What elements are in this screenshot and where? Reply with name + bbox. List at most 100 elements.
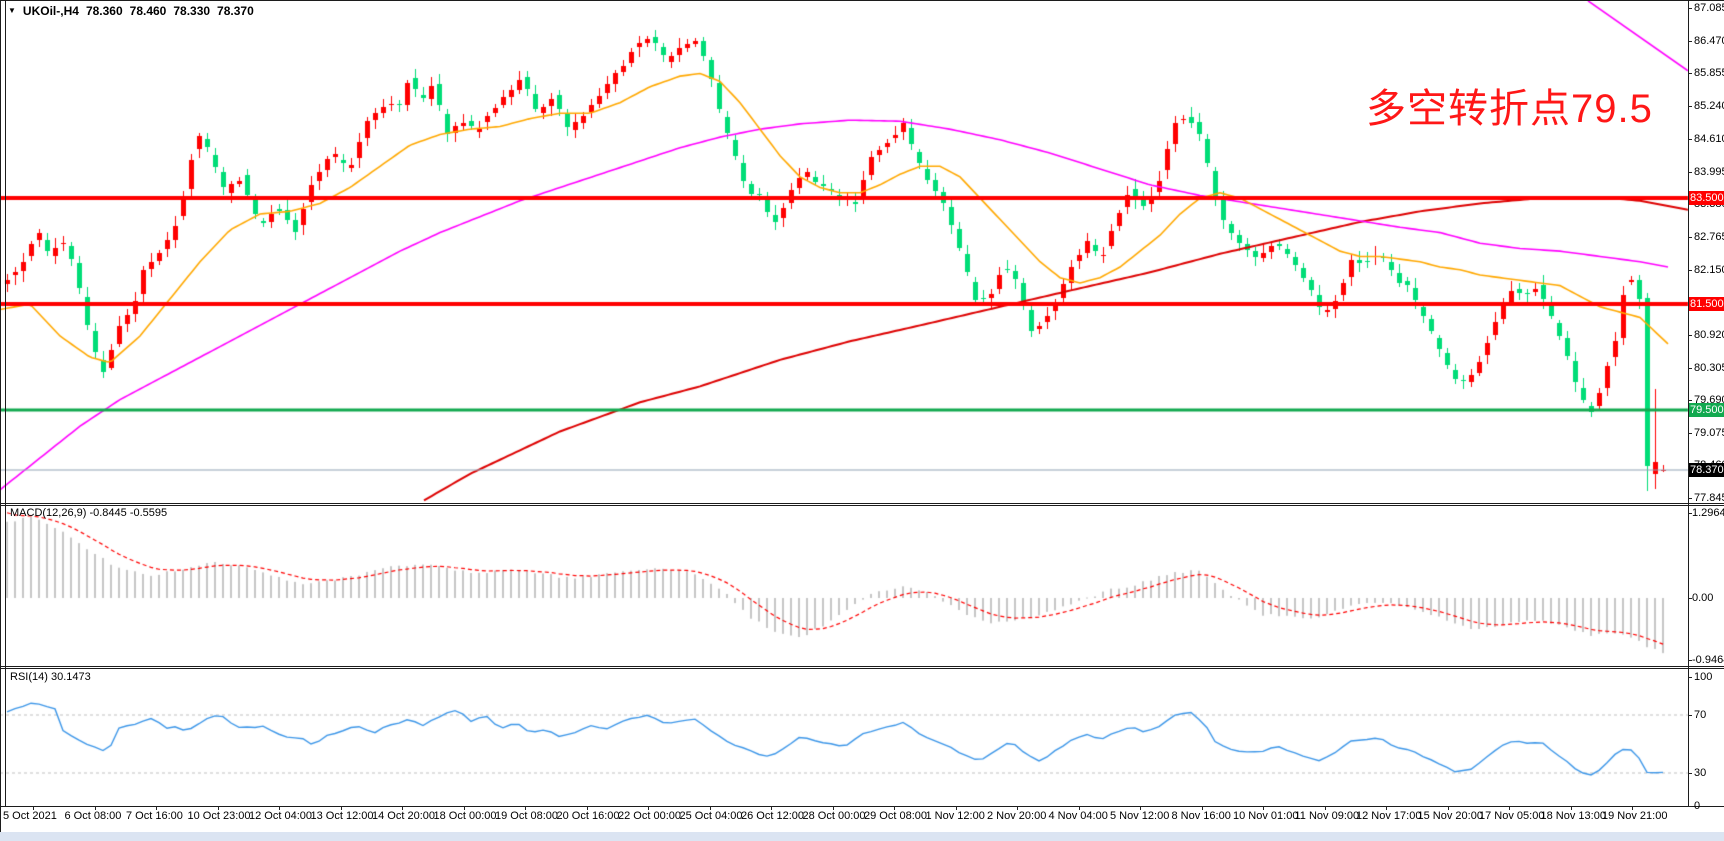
time-axis-label: 28 Oct 00:00 bbox=[802, 810, 866, 822]
axis-tick bbox=[586, 806, 588, 810]
axis-tick bbox=[1688, 400, 1692, 401]
axis-tick bbox=[156, 806, 157, 810]
axis-tick bbox=[1688, 513, 1692, 514]
time-axis-label: 22 Oct 00:00 bbox=[618, 810, 681, 822]
axis-tick bbox=[402, 806, 403, 810]
window-left-border bbox=[0, 0, 1, 832]
price-tick-label: 85.240 bbox=[1694, 100, 1724, 112]
time-axis-label: 1 Nov 12:00 bbox=[925, 810, 985, 822]
axis-tick bbox=[1688, 660, 1692, 661]
price-tick-label: 82.150 bbox=[1694, 264, 1724, 276]
axis-tick bbox=[217, 806, 219, 810]
ohlc-open-value: 78.360 bbox=[85, 4, 123, 18]
ohlc-high-value: 78.460 bbox=[129, 4, 167, 18]
time-axis-label: 19 Nov 21:00 bbox=[1602, 810, 1668, 822]
time-axis-label: 18 Oct 00:00 bbox=[433, 810, 497, 822]
axis-tick bbox=[1688, 106, 1692, 107]
time-axis-line bbox=[0, 806, 1724, 807]
time-axis-label: 10 Oct 23:00 bbox=[187, 810, 251, 822]
time-axis-label: 4 Nov 04:00 bbox=[1048, 810, 1108, 822]
axis-tick bbox=[340, 806, 342, 810]
time-axis-label: 13 Oct 12:00 bbox=[310, 810, 374, 822]
price-level-label-81.500: 81.500 bbox=[1689, 297, 1724, 311]
axis-tick bbox=[894, 806, 895, 810]
axis-tick bbox=[1688, 139, 1692, 140]
axis-tick bbox=[1017, 806, 1018, 810]
axis-tick bbox=[1509, 806, 1510, 810]
axis-tick bbox=[1632, 806, 1633, 810]
time-axis-label: 18 Nov 13:00 bbox=[1540, 810, 1606, 822]
axis-tick bbox=[33, 806, 34, 810]
time-axis-label: 6 Oct 08:00 bbox=[64, 810, 122, 822]
axis-tick bbox=[648, 806, 649, 810]
ohlc-close-value: 78.370 bbox=[217, 4, 254, 18]
time-axis-label: 5 Nov 12:00 bbox=[1110, 810, 1170, 822]
chevron-down-icon[interactable]: ▼ bbox=[8, 6, 16, 15]
time-axis-label: 11 Nov 09:00 bbox=[1294, 810, 1360, 822]
axis-tick bbox=[709, 806, 711, 810]
time-axis-label: 12 Nov 17:00 bbox=[1356, 810, 1422, 822]
bottom-window-strip bbox=[0, 832, 1724, 841]
axis-tick bbox=[771, 806, 772, 810]
time-axis-label: 15 Nov 20:00 bbox=[1417, 810, 1483, 822]
axis-tick bbox=[1688, 715, 1692, 716]
symbol-period-label: UKOil-,H4 bbox=[22, 4, 79, 18]
annotation-text: 多空转折点79.5 bbox=[1366, 87, 1653, 131]
axis-tick bbox=[1386, 806, 1387, 810]
price-level-label-79.500: 79.500 bbox=[1689, 403, 1724, 417]
time-axis-label: 19 Oct 08:00 bbox=[495, 810, 558, 822]
time-axis-label: 12 Oct 04:00 bbox=[249, 810, 312, 822]
axis-tick bbox=[1078, 806, 1080, 810]
axis-tick bbox=[832, 806, 834, 810]
axis-tick bbox=[1688, 433, 1692, 434]
price-tick-label: 77.845 bbox=[1694, 492, 1724, 504]
macd-indicator-label: MACD(12,26,9) -0.8445 -0.5595 bbox=[10, 507, 168, 519]
rsi-tick-label: 0 bbox=[1694, 800, 1701, 812]
rsi-tick-label: 100 bbox=[1694, 671, 1713, 683]
ohlc-low-value: 78.330 bbox=[173, 4, 211, 18]
window-top-border bbox=[0, 0, 1724, 1]
axis-tick bbox=[1140, 806, 1141, 810]
rsi-tick-label: 70 bbox=[1694, 709, 1707, 721]
price-tick-label: 82.765 bbox=[1694, 231, 1724, 243]
axis-tick bbox=[1688, 237, 1692, 238]
axis-tick bbox=[94, 806, 96, 810]
rsi-indicator-label: RSI(14) 30.1473 bbox=[10, 671, 91, 683]
axis-tick bbox=[1688, 598, 1692, 599]
axis-tick bbox=[1688, 172, 1692, 173]
price-tick-label: 86.470 bbox=[1694, 35, 1724, 47]
axis-tick bbox=[1688, 270, 1692, 271]
time-axis-label: 17 Nov 05:00 bbox=[1479, 810, 1545, 822]
rsi-tick-label: 30 bbox=[1694, 767, 1707, 779]
axis-tick bbox=[1688, 677, 1692, 678]
axis-tick bbox=[525, 806, 526, 810]
rsi-panel-top-border[interactable] bbox=[0, 668, 1724, 669]
axis-tick bbox=[1688, 41, 1692, 42]
axis-tick bbox=[1688, 335, 1692, 336]
axis-tick bbox=[1201, 806, 1203, 810]
macd-tick-label: 0.00 bbox=[1692, 592, 1714, 604]
price-tick-label: 87.085 bbox=[1694, 2, 1724, 14]
price-tick-label: 79.075 bbox=[1694, 427, 1724, 439]
macd-panel-top-border[interactable] bbox=[0, 505, 1724, 506]
axis-tick bbox=[1688, 806, 1692, 807]
axis-tick bbox=[463, 806, 465, 810]
macd-tick-label: -0.9464 bbox=[1692, 654, 1724, 666]
time-axis-label: 26 Oct 12:00 bbox=[741, 810, 804, 822]
time-axis-label: 5 Oct 2021 bbox=[3, 810, 57, 822]
axis-tick bbox=[1570, 806, 1572, 810]
axis-tick bbox=[1447, 806, 1449, 810]
price-axis-line bbox=[1688, 0, 1689, 806]
time-axis-label: 14 Oct 20:00 bbox=[372, 810, 435, 822]
axis-tick bbox=[279, 806, 280, 810]
axis-tick bbox=[1324, 806, 1326, 810]
axis-tick bbox=[1688, 773, 1692, 774]
axis-tick bbox=[1688, 73, 1692, 74]
price-tick-label: 80.920 bbox=[1694, 329, 1724, 341]
axis-tick bbox=[1688, 8, 1692, 9]
macd-tick-label: 1.2964 bbox=[1692, 507, 1724, 519]
time-axis-label: 8 Nov 16:00 bbox=[1171, 810, 1231, 822]
price-tick-label: 83.995 bbox=[1694, 166, 1724, 178]
macd-panel-bottom-border bbox=[0, 666, 1724, 667]
